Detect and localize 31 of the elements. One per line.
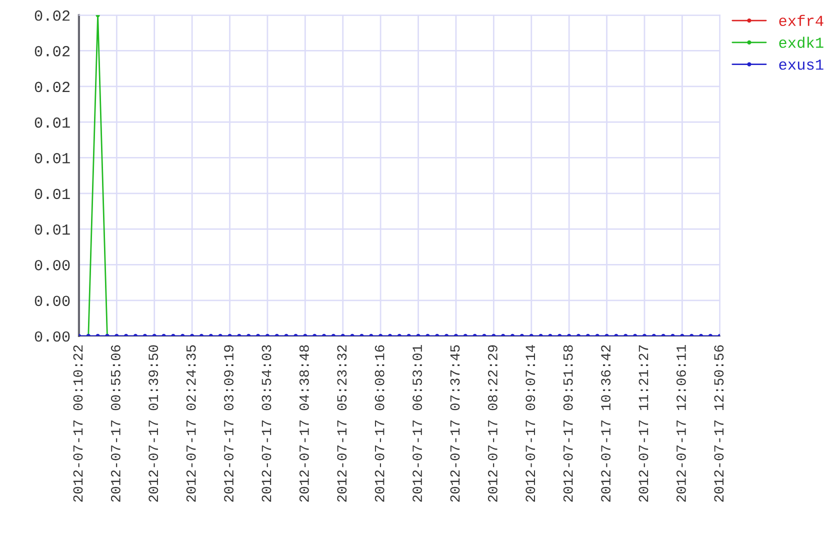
y-tick-label: 0.01 — [34, 117, 70, 128]
x-tick-label: 2012-07-17 03:54:03 — [262, 345, 272, 502]
x-tick-label: 2012-07-17 06:53:01 — [412, 345, 422, 502]
y-tick-label: 0.01 — [34, 224, 70, 235]
x-tick-label: 2012-07-17 03:09:19 — [224, 345, 234, 502]
y-tick-label: 0.00 — [34, 331, 70, 342]
x-tick-label: 2012-07-17 12:06:11 — [676, 345, 686, 502]
x-tick-label: 2012-07-17 09:51:58 — [563, 345, 573, 502]
x-tick-label: 2012-07-17 00:10:22 — [73, 345, 83, 502]
legend-label: exus1 — [779, 60, 824, 70]
x-tick-label: 2012-07-17 04:38:48 — [299, 345, 309, 502]
legend-label: exdk1 — [779, 36, 824, 48]
x-tick-label: 2012-07-17 02:24:35 — [186, 345, 196, 502]
legend-label: exfr4 — [779, 14, 824, 26]
y-tick-label: 0.00 — [34, 296, 70, 306]
y-tick-label: 0.02 — [34, 46, 70, 56]
y-tick-label: 0.02 — [34, 82, 70, 92]
x-tick-label: 2012-07-17 11:21:27 — [638, 345, 648, 502]
x-tick-label: 2012-07-17 09:07:14 — [526, 345, 536, 502]
x-tick-label: 2012-07-17 06:08:16 — [374, 345, 384, 502]
x-tick-label: 2012-07-17 10:36:42 — [601, 345, 611, 502]
x-tick-label: 2012-07-17 00:55:06 — [110, 345, 120, 502]
x-tick-label: 2012-07-17 08:22:29 — [488, 345, 498, 502]
y-tick-label: 0.01 — [34, 188, 70, 200]
y-tick-label: 0.00 — [34, 260, 70, 270]
y-tick-label: 0.02 — [34, 10, 70, 21]
x-tick-label: 2012-07-17 12:50:56 — [714, 345, 724, 502]
y-tick-label: 0.01 — [34, 153, 70, 164]
x-tick-label: 2012-07-17 01:39:50 — [148, 345, 158, 502]
x-tick-label: 2012-07-17 05:23:32 — [337, 345, 347, 502]
x-tick-label: 2012-07-17 07:37:45 — [450, 345, 460, 502]
